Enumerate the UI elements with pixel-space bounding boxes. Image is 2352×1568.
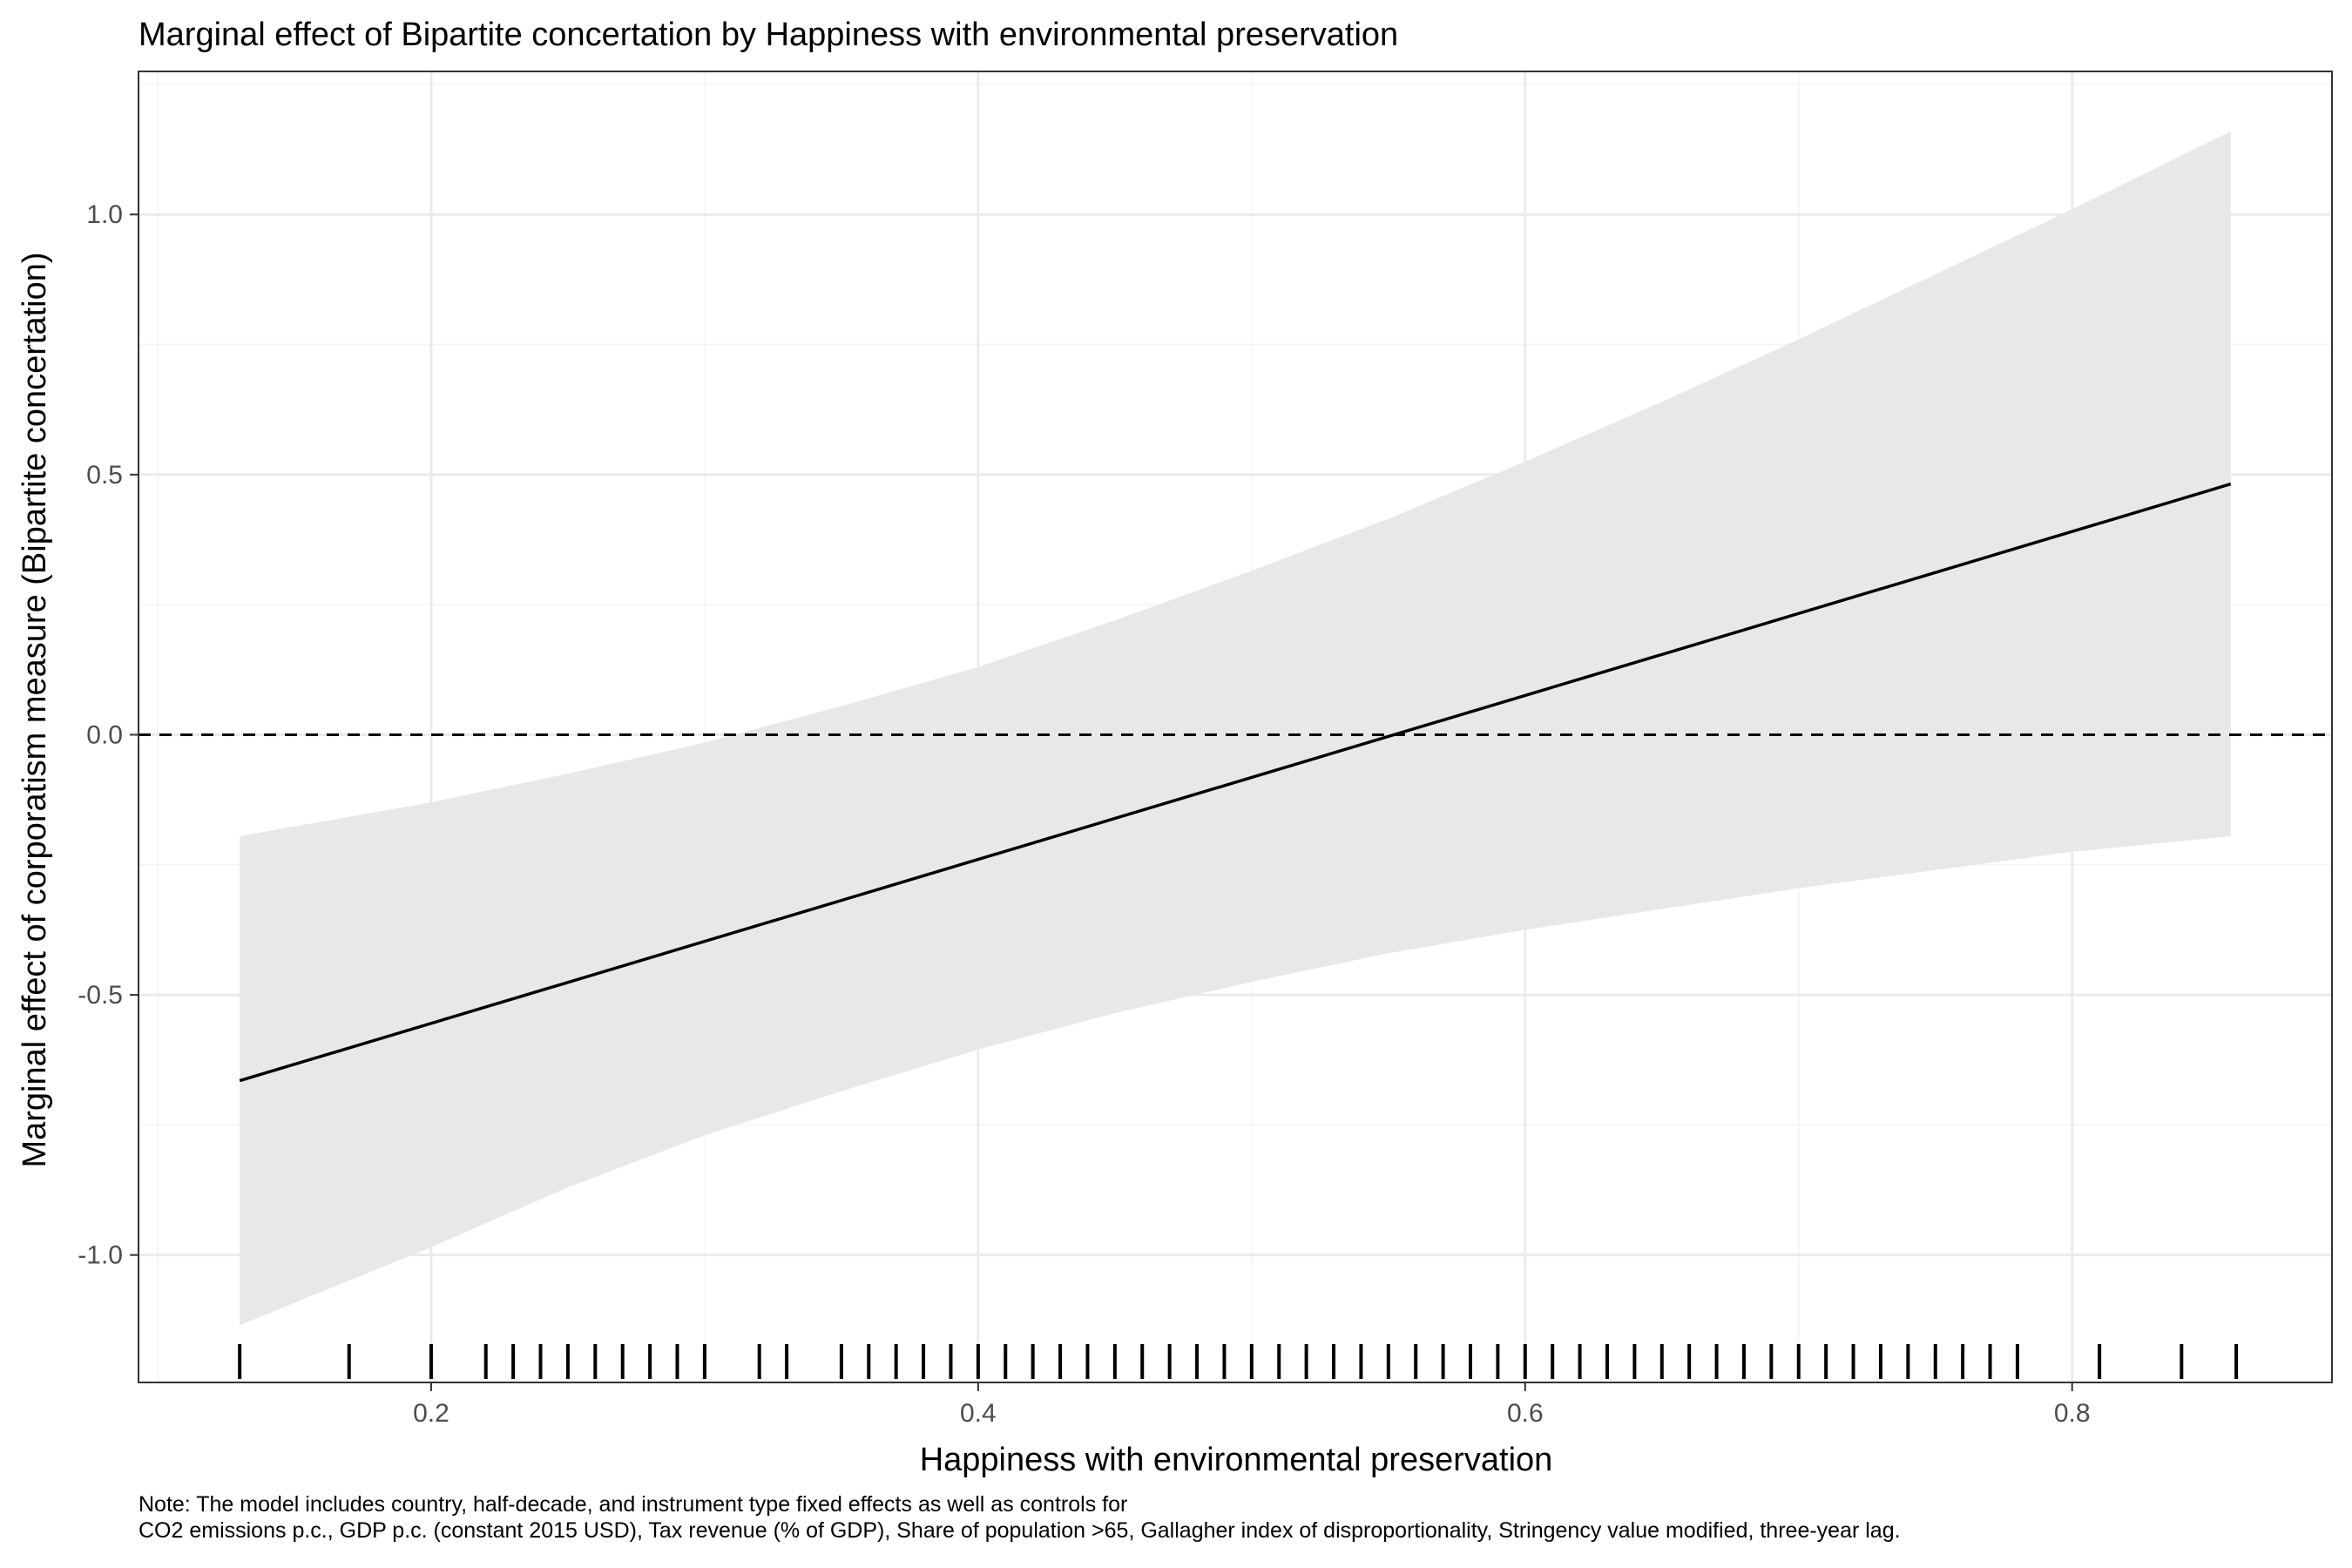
x-tick-label: 0.8 [2054,1399,2091,1428]
rug-marks [238,1344,2239,1379]
y-tick-label: 0.5 [86,461,123,490]
x-tick-label: 0.4 [960,1399,997,1428]
panel-border [138,71,2333,1383]
y-axis-ticks: -1.0 -0.5 0.0 0.5 1.0 [78,200,139,1270]
y-axis-title: Marginal effect of corporatism measure (… [17,252,53,1167]
confidence-band [240,131,2231,1326]
y-tick-label: 1.0 [86,200,123,229]
marginal-effect-line [239,482,2232,1083]
y-tick-label: -0.5 [78,981,123,1010]
x-tick-label: 0.2 [413,1399,449,1428]
x-tick-label: 0.6 [1507,1399,1544,1428]
footnote-line-2: CO2 emissions p.c., GDP p.c. (constant 2… [139,1518,1901,1543]
x-axis-ticks: 0.2 0.4 0.6 0.8 [413,1382,2091,1428]
footnote: Note: The model includes country, half-d… [139,1491,1901,1544]
effect-line-layer [239,482,2232,1083]
y-tick-label: 0.0 [86,720,123,749]
y-tick-label: -1.0 [78,1241,123,1270]
chart-title: Marginal effect of Bipartite concertatio… [139,17,1398,53]
x-axis-title: Happiness with environmental preservatio… [920,1442,1553,1478]
confidence-band-layer [240,131,2231,1326]
footnote-line-1: Note: The model includes country, half-d… [139,1492,1128,1517]
